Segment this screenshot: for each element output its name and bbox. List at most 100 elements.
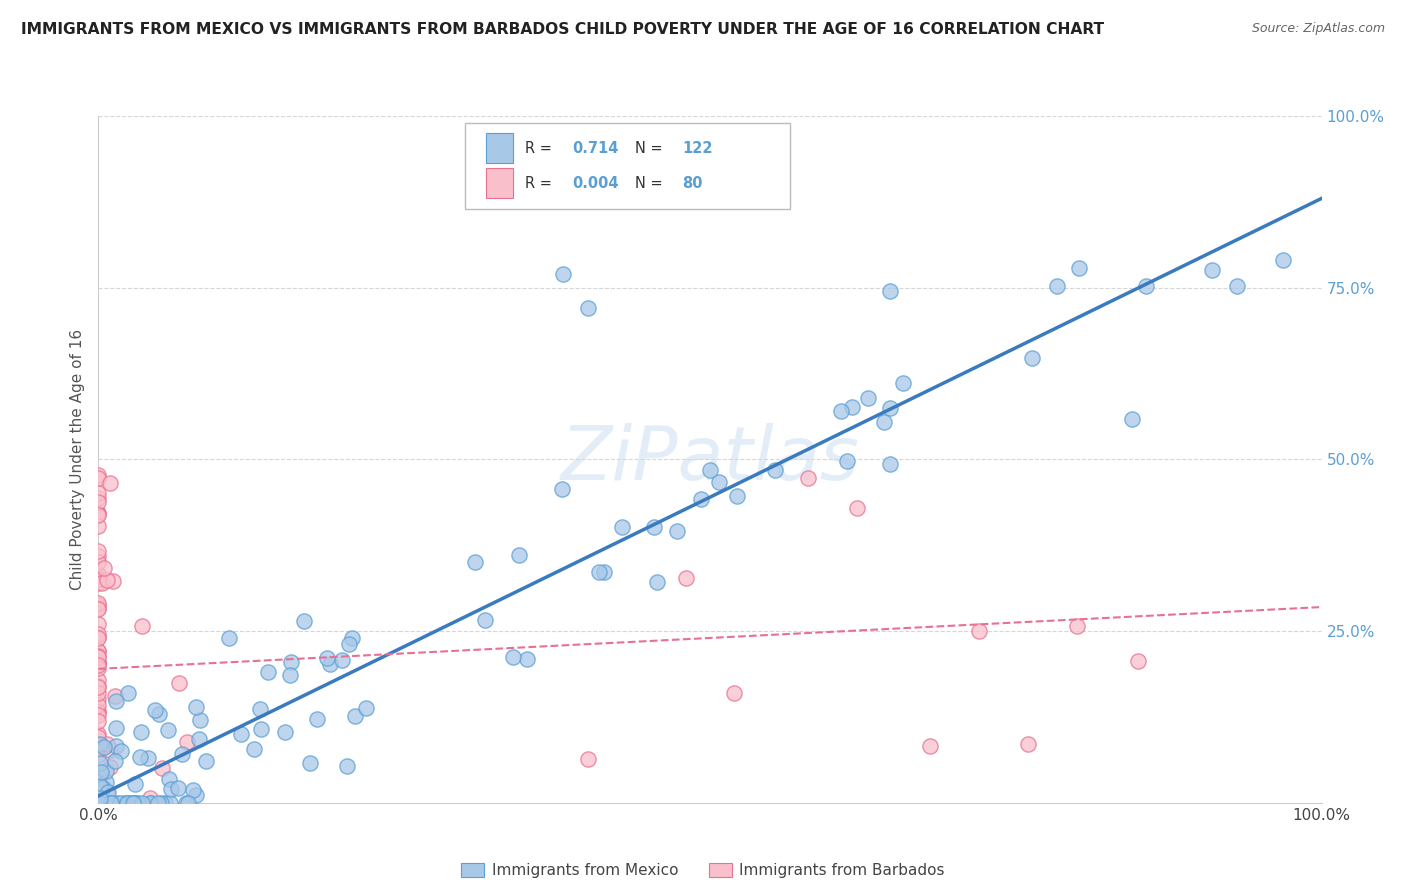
Point (336, 759, 359, 773)
Point (1201, 262, 1223, 277)
Point (231, 726, 253, 740)
Point (148, 707, 170, 722)
Point (299, 756, 322, 770)
Point (87, 572, 110, 586)
Point (725, 489, 748, 503)
Point (117, 686, 139, 700)
Point (87, 742, 110, 756)
Point (89, 790, 111, 805)
Point (87, 681, 110, 695)
Point (87, 704, 110, 718)
Point (183, 783, 205, 797)
FancyBboxPatch shape (486, 133, 513, 163)
Point (89, 737, 111, 751)
Point (167, 675, 190, 690)
Point (96, 573, 118, 587)
FancyBboxPatch shape (486, 168, 513, 198)
Point (112, 796, 135, 810)
Point (124, 776, 146, 790)
Point (666, 524, 689, 538)
Point (143, 703, 166, 717)
Point (87, 567, 110, 582)
Point (879, 401, 901, 416)
Point (100, 796, 122, 810)
Point (763, 462, 786, 476)
Point (96, 786, 118, 800)
Point (89, 756, 111, 770)
Point (576, 752, 599, 766)
Point (879, 457, 901, 471)
Point (967, 624, 990, 639)
Point (1067, 261, 1090, 276)
Point (841, 400, 863, 414)
Point (879, 284, 901, 298)
Point (856, 391, 879, 405)
Point (87, 748, 110, 763)
Point (920, 739, 942, 753)
Point (121, 796, 143, 810)
Point (87, 795, 110, 809)
Point (1128, 654, 1150, 668)
Point (105, 796, 128, 810)
Point (87, 777, 110, 791)
Point (104, 739, 127, 754)
Point (98, 475, 121, 490)
Point (502, 649, 524, 664)
Point (186, 788, 208, 802)
Point (105, 694, 128, 708)
Point (160, 782, 183, 797)
Point (91, 576, 114, 591)
Point (87, 576, 110, 591)
Point (97, 796, 120, 810)
Point (551, 482, 574, 496)
Point (516, 652, 538, 666)
Point (87, 468, 110, 483)
Point (89, 796, 111, 810)
Legend: Immigrants from Mexico, Immigrants from Barbados: Immigrants from Mexico, Immigrants from … (456, 857, 950, 884)
Point (830, 403, 852, 417)
Point (318, 657, 340, 672)
Point (98, 760, 121, 774)
Point (249, 701, 271, 715)
Point (184, 700, 207, 714)
Point (108, 796, 131, 810)
Point (87, 555, 110, 569)
Point (87, 649, 110, 664)
Text: R =: R = (526, 176, 557, 191)
Point (89, 796, 111, 810)
Point (593, 565, 616, 579)
Point (87, 648, 110, 663)
Point (167, 780, 190, 795)
Point (87, 656, 110, 670)
Point (105, 721, 128, 735)
Point (187, 732, 209, 747)
Text: R =: R = (526, 141, 557, 156)
Point (87, 508, 110, 522)
Point (104, 690, 127, 704)
Point (127, 796, 149, 810)
Point (87, 773, 110, 788)
Text: 0.714: 0.714 (572, 141, 619, 156)
Point (97, 785, 120, 799)
Point (845, 500, 868, 515)
Point (87, 644, 110, 658)
Point (139, 791, 162, 805)
Point (129, 749, 152, 764)
Point (136, 751, 159, 765)
Point (131, 796, 153, 810)
Point (93, 740, 115, 755)
Point (87, 656, 110, 670)
Point (87, 698, 110, 712)
Point (103, 754, 125, 768)
Point (159, 796, 181, 810)
Point (1272, 253, 1295, 268)
Point (218, 631, 240, 645)
Point (177, 796, 200, 810)
Point (316, 650, 339, 665)
Point (195, 754, 218, 768)
Point (87, 661, 110, 675)
Point (257, 665, 280, 680)
Point (87, 486, 110, 500)
Point (87, 727, 110, 741)
Point (87, 784, 110, 798)
